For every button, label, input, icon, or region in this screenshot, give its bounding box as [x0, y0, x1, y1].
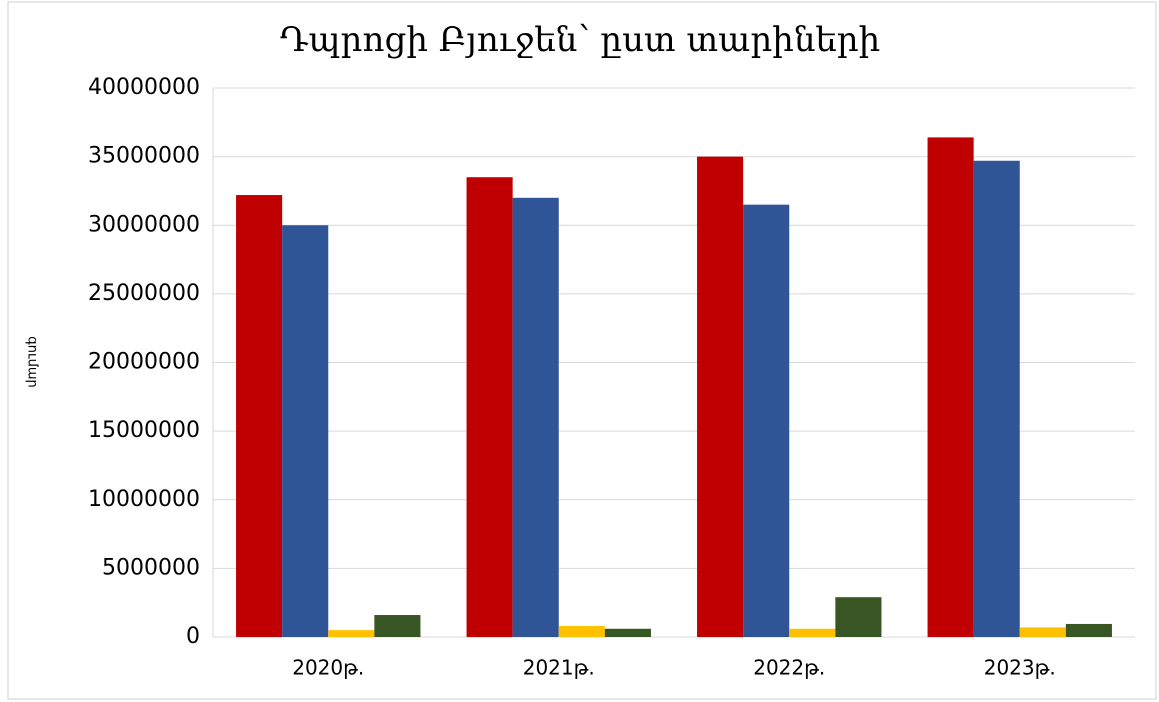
bar: [282, 225, 329, 637]
y-tick-label: 40000000: [88, 75, 200, 100]
bar: [512, 197, 559, 638]
chart-title: Դպրոցի Բյուջեն՝ ըստ տարիների: [280, 20, 881, 60]
bar: [236, 195, 283, 637]
bar: [1019, 627, 1066, 637]
y-axis-label: գումար: [25, 336, 40, 388]
y-tick-label: 20000000: [88, 350, 200, 375]
bar: [328, 630, 375, 637]
bar: [789, 628, 836, 637]
bar: [743, 204, 790, 637]
y-tick-label: 25000000: [88, 281, 200, 306]
bar: [973, 160, 1020, 637]
x-tick-label: 2022թ.: [753, 656, 825, 680]
frame: [7, 1, 1157, 700]
y-tick-label: 5000000: [102, 555, 200, 580]
y-tick-label: 35000000: [88, 144, 200, 169]
y-tick-label: 10000000: [88, 487, 200, 512]
y-tick-label: 15000000: [88, 418, 200, 443]
bar: [1065, 623, 1112, 637]
bar: [374, 615, 421, 637]
x-tick-label: 2023թ.: [984, 656, 1056, 680]
bar: [927, 137, 974, 637]
bar: [466, 177, 513, 637]
x-tick-label: 2020թ.: [292, 656, 364, 680]
y-tick-label: 0: [186, 624, 200, 649]
bar: [558, 626, 605, 637]
bar: [697, 156, 744, 637]
bar: [604, 628, 651, 637]
x-tick-label: 2021թ.: [523, 656, 595, 680]
y-tick-label: 30000000: [88, 212, 200, 237]
bar: [835, 597, 882, 637]
